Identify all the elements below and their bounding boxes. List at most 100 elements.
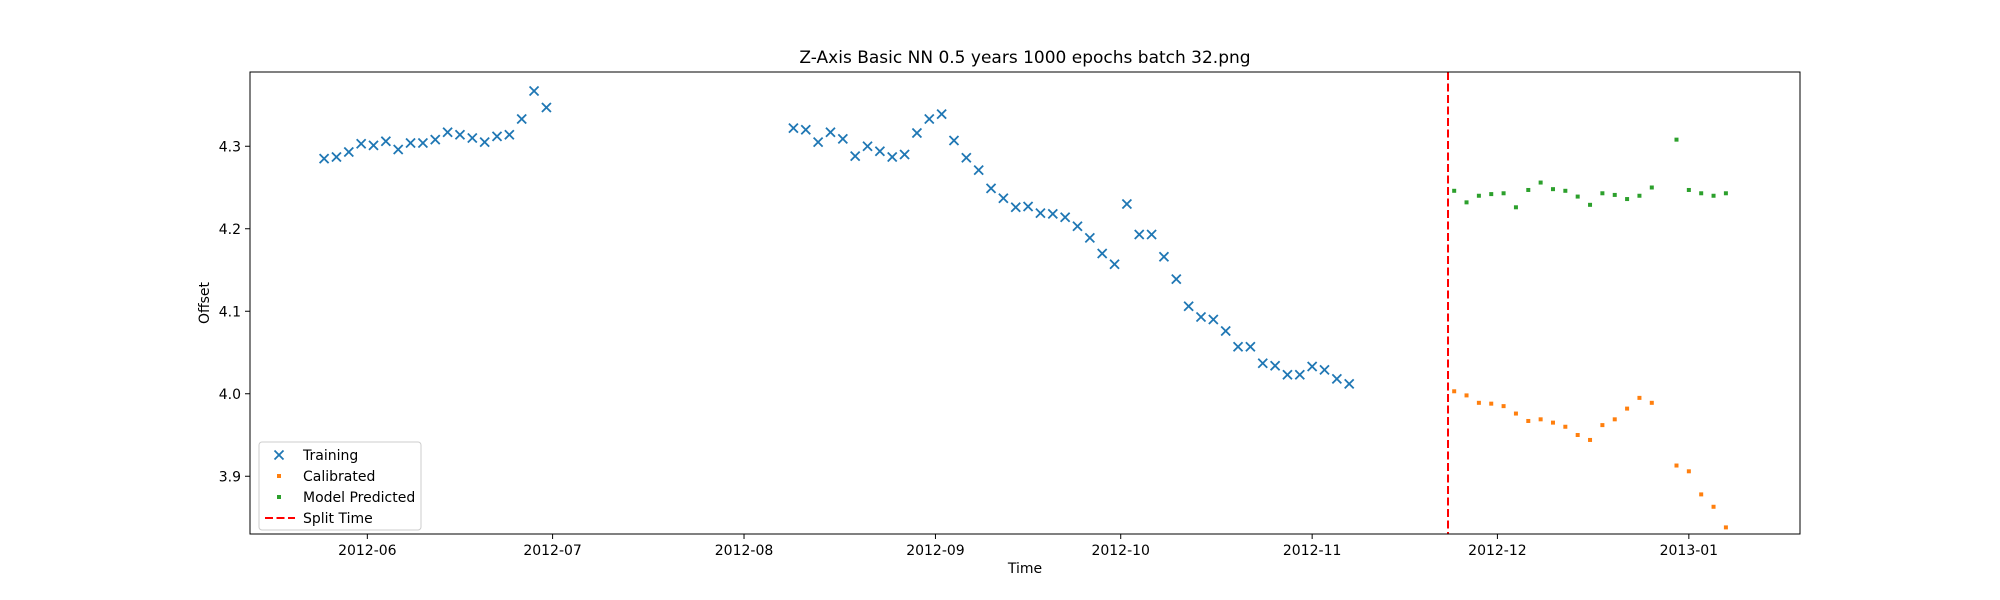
training-point-stroke-b: [528, 85, 540, 97]
training-point-stroke-b: [911, 127, 923, 139]
training-point: [973, 165, 984, 176]
training-point-stroke-b: [1220, 325, 1231, 337]
y-tick-label-2: 4.1: [219, 304, 241, 320]
training-point: [850, 151, 861, 162]
training-point-stroke-b: [343, 146, 354, 158]
training-point: [1245, 341, 1256, 352]
y-tick-label-3: 4.2: [219, 222, 241, 238]
training-point: [1307, 361, 1318, 372]
y-tick-label-1: 4.0: [219, 387, 241, 403]
model-predicted-point: [1563, 188, 1568, 193]
training-point: [874, 146, 886, 157]
training-point-stroke-b: [442, 127, 453, 138]
training-point: [541, 102, 552, 113]
calibrated-point: [1501, 404, 1506, 409]
training-point-stroke-b: [1208, 314, 1219, 325]
training-point-stroke-b: [467, 132, 478, 144]
training-point: [1257, 358, 1268, 369]
model-predicted-point: [1476, 193, 1481, 198]
legend: Training Calibrated Model Predicted Split T…: [258, 441, 422, 531]
x-tick-label-4: 2012-10: [1091, 543, 1150, 559]
training-point-stroke-b: [417, 137, 429, 149]
training-point-stroke-b: [405, 137, 416, 149]
training-point: [1232, 341, 1244, 352]
legend-label-calibrated: Calibrated: [303, 469, 375, 485]
model-predicted-point: [1723, 191, 1728, 196]
model-predicted-point: [1575, 194, 1580, 199]
training-point: [924, 113, 935, 125]
training-point: [862, 141, 873, 152]
training-point-stroke-b: [430, 134, 441, 145]
legend-marker-training-stroke-b: [273, 449, 285, 461]
chart-title: Z-Axis Basic NN 0.5 years 1000 epochs ba…: [799, 48, 1250, 68]
model-predicted-point: [1550, 187, 1555, 192]
training-point: [1220, 325, 1231, 337]
x-axis-title: Time: [1007, 561, 1042, 577]
training-point: [1171, 273, 1182, 285]
training-point: [1047, 208, 1058, 220]
training-point-stroke-b: [862, 141, 873, 152]
series-training: [318, 85, 1355, 389]
training-point-stroke-b: [825, 127, 836, 138]
x-tick-label-6: 2012-12: [1468, 543, 1527, 559]
training-point-stroke-b: [1084, 232, 1095, 243]
model-predicted-point: [1501, 191, 1506, 196]
training-point-stroke-b: [1022, 201, 1034, 212]
y-axis: 3.9 4.0 4.1 4.2 4.3: [219, 139, 250, 485]
legend-marker-calibrated: [277, 474, 281, 478]
legend-label-split-time: Split Time: [303, 511, 373, 527]
training-point: [1146, 229, 1157, 240]
training-point-stroke-b: [516, 113, 527, 125]
training-point-stroke-b: [541, 102, 552, 113]
training-point-stroke-b: [850, 151, 861, 162]
training-point-stroke-b: [331, 151, 342, 163]
calibrated-point: [1723, 525, 1728, 530]
training-point-stroke-b: [1282, 369, 1293, 380]
training-point-stroke-b: [924, 113, 935, 125]
calibrated-point: [1612, 417, 1617, 422]
training-point: [911, 127, 923, 139]
training-point-stroke-b: [1134, 229, 1145, 240]
training-point: [1121, 198, 1133, 210]
calibrated-point: [1588, 437, 1593, 442]
training-point-stroke-b: [812, 136, 824, 148]
training-point: [1035, 207, 1046, 219]
training-point: [985, 183, 997, 194]
calibrated-point: [1625, 406, 1630, 411]
calibrated-point: [1526, 418, 1531, 423]
training-point-stroke-b: [837, 133, 848, 144]
training-point: [479, 136, 490, 148]
training-point-stroke-b: [1035, 207, 1046, 219]
training-point-stroke-b: [1319, 364, 1330, 375]
x-tick-label-1: 2012-07: [523, 543, 582, 559]
model-predicted-point: [1600, 191, 1605, 196]
x-tick-label-5: 2012-11: [1283, 543, 1342, 559]
training-point: [887, 151, 898, 163]
calibrated-point: [1674, 463, 1679, 468]
training-point: [1010, 202, 1021, 213]
legend-marker-model-predicted: [277, 495, 281, 499]
plot-frame: [249, 71, 1801, 535]
model-predicted-point: [1711, 193, 1716, 198]
model-predicted-point: [1686, 187, 1691, 192]
model-predicted-point: [1612, 192, 1617, 197]
model-predicted-point: [1513, 205, 1518, 210]
training-point-stroke-b: [393, 144, 404, 155]
y-axis-title: Offset: [197, 281, 213, 324]
y-tick-label-4: 4.3: [219, 139, 241, 155]
training-point-stroke-b: [948, 135, 960, 146]
training-point: [1084, 232, 1095, 243]
y-tick-label-0: 3.9: [219, 469, 241, 485]
calibrated-point: [1637, 395, 1642, 400]
model-predicted-point: [1625, 197, 1630, 202]
calibrated-point: [1452, 389, 1457, 394]
training-point: [356, 138, 367, 149]
training-point: [1294, 369, 1305, 380]
training-point-stroke-b: [479, 136, 490, 148]
legend-box: [258, 441, 422, 531]
training-point: [1072, 221, 1083, 232]
training-point: [1158, 251, 1170, 262]
training-point-stroke-b: [1047, 208, 1058, 220]
calibrated-point: [1686, 469, 1691, 474]
